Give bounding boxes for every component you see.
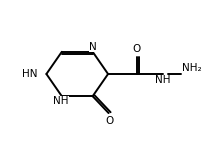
Text: NH: NH [155, 75, 171, 85]
Text: NH₂: NH₂ [183, 63, 202, 73]
Text: O: O [106, 116, 114, 126]
Text: NH: NH [53, 96, 68, 106]
Text: HN: HN [22, 69, 38, 79]
Text: N: N [89, 42, 97, 52]
Text: O: O [133, 44, 141, 54]
